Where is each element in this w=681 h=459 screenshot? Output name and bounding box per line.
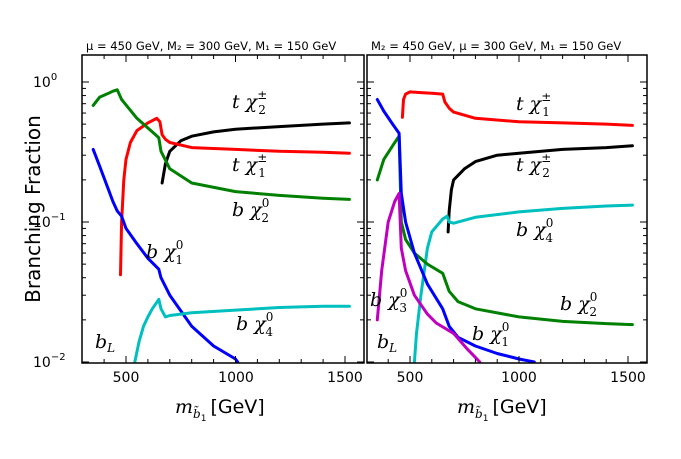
y-tick-label-0.1: 10−1 (33, 212, 66, 231)
left-series-t-chi1pm (119, 116, 351, 277)
svg-text:b χ04: b χ0 4 (236, 310, 273, 339)
svg-text:bL: bL (95, 331, 115, 355)
right-label-b-chi40: b χ0 4 (516, 216, 553, 245)
right-label-t-chi2pm: t χ± 2 (516, 151, 551, 180)
left-x-tick-1000: 1000 (218, 370, 254, 386)
svg-text:t χ±2: t χ± 2 (232, 88, 267, 117)
svg-text:t χ±1: t χ± 1 (232, 151, 267, 180)
right-x-axis-label: mb̃1[GeV] (457, 396, 547, 424)
left-label-t-chi1pm: t χ± 1 (232, 151, 267, 180)
right-label-bL: bL (377, 331, 397, 355)
svg-text:100: 100 (33, 72, 57, 91)
left-label-b-chi20: b χ0 2 (232, 196, 269, 225)
svg-text:10−1: 10−1 (33, 212, 66, 231)
y-axis-label: Branching Fraction (21, 115, 45, 303)
left-label-bL: bL (95, 331, 115, 355)
left-series-t-chi2pm (160, 121, 351, 185)
left-x-unit: [GeV] (210, 396, 264, 418)
left-panel-frame (81, 54, 365, 364)
right-series-b-chi20 (375, 134, 634, 327)
left-x-tick-1500: 1500 (327, 370, 363, 386)
left-plot-area (91, 88, 351, 363)
svg-text:b χ03: b χ0 3 (370, 286, 407, 315)
left-series-b-chi10 (91, 147, 240, 363)
right-x-tick-500: 500 (397, 370, 424, 386)
svg-text:b χ01: b χ0 1 (472, 320, 509, 349)
left-label-b-chi10: b χ0 1 (146, 238, 183, 267)
left-label-b-chi40: b χ0 4 (236, 310, 273, 339)
y-tick-label-1: 100 (33, 72, 57, 91)
right-x-tick-1000: 1000 (501, 370, 537, 386)
svg-text:10−2: 10−2 (33, 352, 66, 371)
svg-text:t χ±1: t χ± 1 (516, 90, 551, 119)
svg-text:mb̃1[GeV]: mb̃1[GeV] (457, 396, 547, 424)
right-label-b-chi20: b χ0 2 (560, 290, 597, 319)
svg-text:t χ±2: t χ± 2 (516, 151, 551, 180)
left-series-b-chi20 (91, 88, 351, 201)
right-series-b-chi10 (375, 98, 536, 363)
right-label-t-chi1pm: t χ± 1 (516, 90, 551, 119)
right-panel-frame (366, 54, 648, 364)
left-label-t-chi2pm: t χ± 2 (232, 88, 267, 117)
right-plot-area (375, 90, 634, 363)
svg-text:b χ01: b χ0 1 (146, 238, 183, 267)
left-panel-title: μ = 450 GeV, M₂ = 300 GeV, M₁ = 150 GeV (86, 39, 336, 53)
svg-text:mb̃1[GeV]: mb̃1[GeV] (175, 396, 265, 424)
svg-text:b χ04: b χ0 4 (516, 216, 553, 245)
right-label-b-chi10: b χ0 1 (472, 320, 509, 349)
right-series-b-chi30 (375, 191, 482, 363)
right-series-t-chi1pm (400, 90, 634, 127)
svg-text:b χ02: b χ0 2 (560, 290, 597, 319)
right-x-tick-1500: 1500 (610, 370, 646, 386)
right-series-b-chi40 (412, 203, 634, 363)
y-tick-label-0.01: 10−2 (33, 352, 66, 371)
svg-text:b χ02: b χ0 2 (232, 196, 269, 225)
svg-text:bL: bL (377, 331, 397, 355)
left-series-b-chi40 (133, 297, 351, 363)
right-panel-title: M₂ = 450 GeV, μ = 300 GeV, M₁ = 150 GeV (371, 39, 621, 53)
right-series-t-chi2pm (446, 144, 634, 234)
right-x-unit: [GeV] (492, 396, 546, 418)
left-x-axis-label: mb̃1[GeV] (175, 396, 265, 424)
right-label-b-chi30: b χ0 3 (370, 286, 407, 315)
left-x-tick-500: 500 (113, 370, 140, 386)
